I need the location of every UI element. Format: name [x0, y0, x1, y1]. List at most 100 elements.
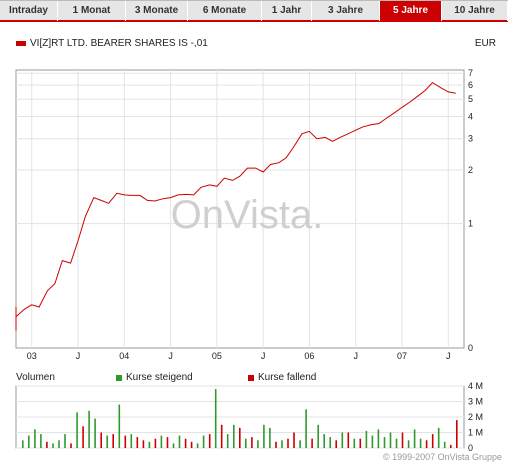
volume-bar: [166, 437, 169, 448]
tab-3-monate[interactable]: 3 Monate: [126, 1, 188, 21]
volume-bar: [323, 434, 325, 448]
volume-bar: [419, 438, 422, 448]
period-tabs: Intraday 1 Monat 3 Monate 6 Monate 1 Jah…: [0, 0, 508, 22]
volume-title: Volumen: [16, 372, 55, 383]
volume-bar: [317, 424, 319, 449]
volume-bar: [40, 434, 42, 448]
tab-1-monat[interactable]: 1 Monat: [58, 1, 126, 21]
price-y-tick-label: 0: [468, 343, 473, 353]
volume-bar: [263, 424, 265, 449]
currency-label: EUR: [474, 38, 496, 49]
volume-bar: [226, 434, 229, 448]
volume-bar: [148, 441, 151, 448]
volume-bar: [233, 424, 235, 449]
volume-bar: [22, 440, 24, 449]
volume-bar: [413, 429, 416, 448]
series-name: VI[Z]RT LTD. BEARER SHARES IS -,01: [30, 38, 208, 49]
volume-bar: [34, 429, 36, 448]
price-x-tick-label: 06: [304, 351, 314, 361]
volume-bar: [94, 418, 96, 448]
volume-bar: [130, 434, 133, 448]
price-chart: OnVista. 1 2 3 4 5 6 7 0 03 J 04 J 05 J 06 J 07 J: [15, 68, 473, 361]
price-y-tick-label: 2: [468, 165, 473, 175]
volume-bar: [335, 440, 337, 449]
volume-y-tick-label: 3 M: [468, 397, 483, 407]
volume-bar: [257, 440, 259, 449]
volume-bar: [299, 440, 301, 449]
copyright: © 1999-2007 OnVista Gruppe: [382, 452, 502, 462]
volume-bar: [347, 432, 350, 448]
volume-bar: [383, 437, 386, 448]
volume-bar: [100, 432, 102, 448]
volume-chart: 0 1 M 2 M 3 M 4 M: [15, 381, 483, 452]
volume-bar: [456, 420, 458, 448]
series-color-swatch: [16, 41, 26, 46]
volume-bar: [136, 437, 139, 448]
volume-bar: [395, 438, 398, 448]
price-y-tick-label: 3: [468, 134, 473, 144]
volume-bar: [245, 438, 247, 448]
price-y-tick-label: 5: [468, 94, 473, 104]
volume-bar: [178, 435, 181, 448]
volume-bar: [118, 404, 121, 448]
price-x-tick-label: 03: [27, 351, 37, 361]
volume-bar: [401, 432, 404, 448]
tab-5-jahre[interactable]: 5 Jahre: [380, 1, 442, 21]
volume-bar: [214, 389, 217, 448]
volume-bar: [82, 426, 84, 448]
volume-bar: [112, 434, 114, 448]
volume-bar: [450, 444, 452, 448]
volume-bar: [142, 440, 145, 449]
volume-y-tick-label: 2 M: [468, 412, 483, 422]
volume-bar: [281, 440, 283, 449]
volume-bar: [437, 427, 440, 448]
volume-bar: [329, 437, 331, 448]
price-legend: VI[Z]RT LTD. BEARER SHARES IS -,01: [16, 38, 208, 49]
volume-bar: [70, 443, 72, 448]
volume-bar: [52, 443, 54, 448]
price-x-tick-label: 05: [212, 351, 222, 361]
volume-bar: [196, 443, 199, 448]
price-y-tick-label: 7: [468, 68, 473, 78]
price-x-tick-label: J: [261, 351, 266, 361]
price-y-tick-label: 4: [468, 111, 473, 121]
volume-bar: [443, 441, 446, 448]
volume-bar: [76, 412, 78, 448]
price-x-tick-label: J: [446, 351, 451, 361]
volume-bar: [305, 409, 307, 449]
price-y-tick-label: 1: [468, 219, 473, 229]
volume-bar: [293, 432, 295, 448]
volume-bar: [431, 434, 434, 448]
tab-3-jahre[interactable]: 3 Jahre: [312, 1, 380, 21]
volume-bar: [407, 440, 410, 449]
tab-1-jahr[interactable]: 1 Jahr: [262, 1, 312, 21]
volume-bar: [377, 429, 380, 448]
legend-rising: Kurse steigend: [116, 372, 193, 383]
volume-y-tick-label: 1 M: [468, 428, 483, 438]
volume-bar: [269, 427, 271, 448]
volume-bar: [172, 443, 175, 448]
volume-bar: [371, 435, 374, 448]
price-x-tick-label: J: [168, 351, 173, 361]
volume-bar: [106, 435, 108, 448]
volume-y-tick-label: 4 M: [468, 381, 483, 391]
volume-legend: Volumen Kurse steigend Kurse fallend: [16, 372, 466, 386]
volume-bar: [124, 435, 127, 448]
volume-bar: [88, 410, 90, 448]
volume-bar: [28, 435, 30, 448]
falling-swatch: [248, 374, 254, 381]
tab-6-monate[interactable]: 6 Monate: [188, 1, 262, 21]
volume-bar: [389, 432, 392, 448]
volume-bar: [208, 434, 211, 448]
onvista-watermark: OnVista.: [171, 193, 324, 237]
legend-falling: Kurse fallend: [248, 372, 316, 383]
volume-y-tick-label: 0: [468, 443, 473, 452]
volume-bar: [251, 437, 253, 448]
tab-intraday[interactable]: Intraday: [0, 1, 58, 21]
rising-swatch: [116, 374, 122, 381]
volume-bar: [184, 438, 187, 448]
volume-bar: [353, 438, 356, 448]
price-series-line: [15, 81, 456, 331]
volume-bar: [154, 438, 157, 448]
price-x-tick-label: J: [353, 351, 358, 361]
